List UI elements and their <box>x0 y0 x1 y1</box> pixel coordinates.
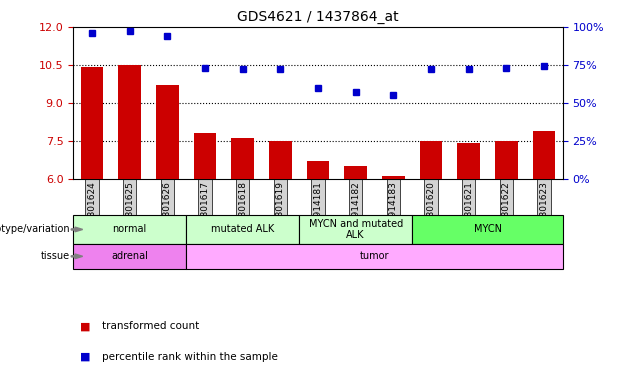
Bar <box>194 133 216 179</box>
Bar <box>344 166 367 179</box>
Text: mutated ALK: mutated ALK <box>211 224 274 235</box>
Text: genotype/variation: genotype/variation <box>0 224 70 235</box>
Text: MYCN: MYCN <box>474 224 502 235</box>
Bar <box>307 161 329 179</box>
Title: GDS4621 / 1437864_at: GDS4621 / 1437864_at <box>237 10 399 25</box>
Bar <box>495 141 518 179</box>
Text: ■: ■ <box>80 321 90 331</box>
Bar <box>457 143 480 179</box>
Bar <box>269 141 292 179</box>
Text: ■: ■ <box>80 352 90 362</box>
Bar <box>118 65 141 179</box>
Bar <box>156 85 179 179</box>
Text: adrenal: adrenal <box>111 251 148 262</box>
Bar <box>186 215 299 244</box>
Bar <box>533 131 555 179</box>
Bar <box>81 67 103 179</box>
Bar <box>232 138 254 179</box>
Bar <box>420 141 442 179</box>
Bar <box>299 215 412 244</box>
Bar <box>382 176 404 179</box>
Bar <box>73 215 186 244</box>
Text: tissue: tissue <box>41 251 70 262</box>
Text: MYCN and mutated
ALK: MYCN and mutated ALK <box>308 218 403 240</box>
Text: normal: normal <box>113 224 147 235</box>
Bar <box>73 244 186 269</box>
Text: tumor: tumor <box>360 251 389 262</box>
Text: transformed count: transformed count <box>102 321 199 331</box>
Bar <box>186 244 563 269</box>
Bar <box>412 215 563 244</box>
Text: percentile rank within the sample: percentile rank within the sample <box>102 352 278 362</box>
